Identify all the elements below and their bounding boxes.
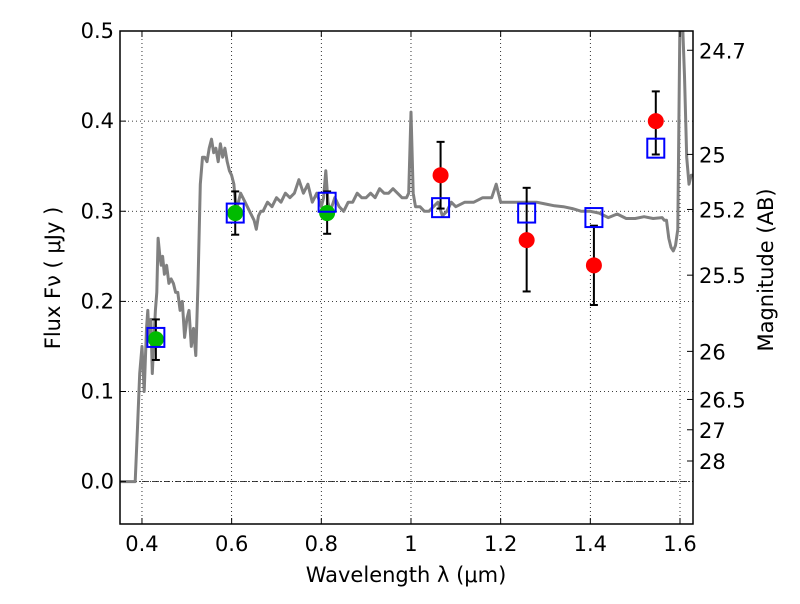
spectrum-series: [120, 31, 693, 484]
error-bars: [151, 90, 660, 361]
observed-flux-point: [432, 167, 449, 184]
y-tick-label: 0.5: [81, 19, 114, 43]
y-tick-label: 0.3: [81, 199, 114, 223]
axes-frame: [119, 30, 694, 525]
y2-tick-label: 27: [699, 419, 726, 443]
model-photometry-square: [517, 202, 537, 224]
y2-tick-label: 26.5: [699, 388, 746, 412]
y-tick-label: 0.4: [81, 109, 114, 133]
y-axis-ticks: 0.0 0.1 0.2 0.3 0.4 0.5: [81, 19, 126, 494]
y2-tick-label: 26: [699, 340, 726, 364]
model-photometry-square: [225, 202, 245, 224]
model-photometry-square: [431, 197, 451, 219]
y2-tick-label: 28: [699, 450, 726, 474]
y2-axis-ticks: 24.7 25 25.2 25.5 26 26.5 27 28: [687, 39, 746, 474]
observed-points: [147, 113, 664, 348]
x-tick-label: 1.6: [663, 532, 696, 556]
model-photometry-points: [146, 137, 666, 348]
x-tick-label: 1.2: [484, 532, 517, 556]
model-photometry-square: [146, 326, 166, 348]
x-tick-label: 1: [404, 532, 417, 556]
x-tick-label: 1.4: [574, 532, 607, 556]
model-photometry-square: [646, 137, 666, 159]
y2-tick-label: 25.5: [699, 264, 746, 288]
x-axis-ticks: 0.4 0.6 0.8 1 1.2 1.4 1.6: [125, 31, 697, 556]
y-tick-label: 0.1: [81, 380, 114, 404]
x-tick-label: 0.8: [305, 532, 338, 556]
observed-flux-point: [518, 232, 535, 249]
grid: [120, 30, 693, 524]
x-tick-label: 0.4: [125, 532, 158, 556]
spectrum-line: [120, 31, 693, 484]
model-photometry-square: [584, 207, 604, 229]
observed-flux-point: [585, 257, 602, 274]
observed-flux-point: [647, 113, 664, 130]
y-tick-label: 0.2: [81, 289, 114, 313]
x-tick-label: 0.6: [215, 532, 248, 556]
y-tick-label: 0.0: [81, 470, 114, 494]
model-photometry-square: [317, 191, 337, 213]
observed-flux-point: [147, 331, 164, 348]
x-axis-label: Wavelength λ (μm): [306, 563, 507, 587]
y2-tick-label: 25.2: [699, 198, 746, 222]
y2-tick-label: 24.7: [699, 39, 746, 63]
observed-flux-point: [319, 205, 336, 222]
y-axis-label: Flux Fν ( μJy ): [41, 207, 65, 350]
y2-tick-label: 25: [699, 143, 726, 167]
y2-axis-label: Magnitude (AB): [754, 188, 778, 351]
observed-flux-point: [227, 205, 244, 222]
